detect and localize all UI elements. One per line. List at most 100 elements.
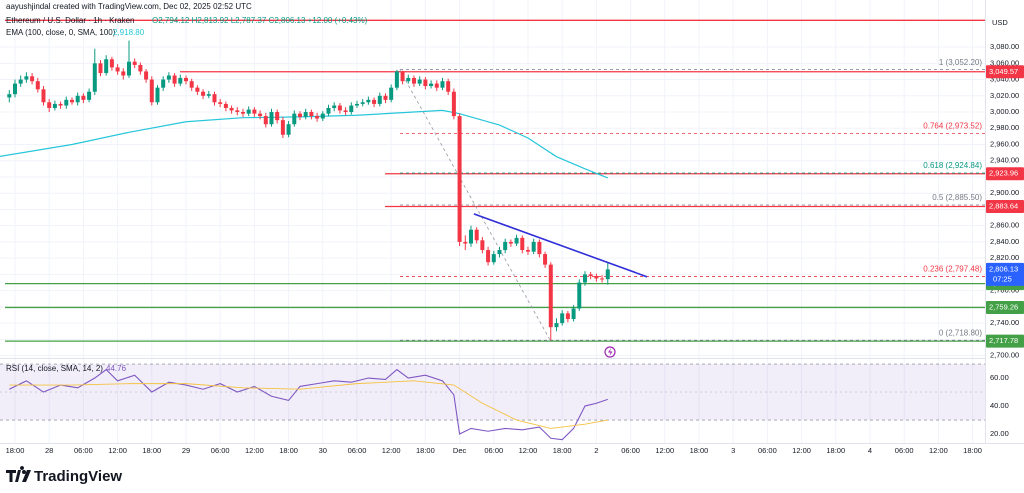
x-tick-label: 06:00 — [74, 446, 93, 455]
logo-mark — [6, 466, 25, 482]
fib-label: 0.764 (2,973.52) — [923, 122, 982, 131]
levels-layer: 1 (3,052.20) 0.764 (2,973.52) 0.618 (2,924… — [5, 19, 985, 342]
candle-body — [503, 241, 508, 251]
candle-body — [434, 83, 439, 88]
candle-body — [263, 116, 268, 125]
candle-body — [326, 107, 331, 114]
fib-label: 0.5 (2,885.50) — [932, 193, 982, 202]
level-price-label: 2,717.78 — [989, 336, 1018, 345]
candle-body — [172, 75, 177, 84]
rsi-tick-label: 20.00 — [990, 429, 1009, 438]
x-tick-label: 06:00 — [211, 446, 230, 455]
x-tick-label: 12:00 — [108, 446, 127, 455]
candle-body — [246, 109, 251, 114]
candle-body — [486, 250, 491, 263]
candle-body — [18, 79, 23, 84]
candle-body — [58, 103, 63, 106]
candle-body — [269, 112, 274, 125]
candle-body — [514, 237, 519, 244]
candle-body — [161, 79, 166, 88]
candle-body — [64, 99, 69, 106]
ema-line — [0, 109, 609, 179]
candle-body — [554, 323, 559, 328]
candle-body — [571, 308, 576, 320]
currency: USD — [992, 18, 1008, 27]
symbol: Ethereum / U.S. Dollar · 1h · Kraken — [6, 16, 135, 25]
rsi-line — [9, 380, 608, 429]
candle-body — [309, 112, 314, 117]
x-tick-label: Dec — [453, 446, 467, 455]
y-tick-label: 3,060.00 — [990, 58, 1019, 67]
candle-body — [183, 77, 188, 82]
candle-body — [463, 241, 468, 244]
rsi-value: 44.76 — [106, 364, 127, 373]
candle-body — [218, 102, 223, 104]
y-tick-label: 2,940.00 — [990, 156, 1019, 165]
x-tick-label: 12:00 — [929, 446, 948, 455]
y-tick-label: 3,080.00 — [990, 42, 1019, 51]
y-tick-label: 2,840.00 — [990, 237, 1019, 246]
candle-body — [121, 71, 126, 76]
candle-body — [560, 313, 565, 324]
candle-body — [543, 254, 548, 265]
candle-body — [548, 264, 553, 328]
candle-body — [155, 87, 160, 103]
x-tick-label: 12:00 — [382, 446, 401, 455]
x-tick-label: 18:00 — [142, 446, 161, 455]
candle-body — [594, 276, 599, 279]
candle-body — [577, 282, 582, 309]
fib-label: 0.618 (2,924.84) — [923, 161, 982, 170]
axis-layer: 18:00 28 06:00 12:00 18:00 29 06:00 12:00 18:00 3… — [6, 42, 1024, 455]
level-price-label: 2,759.26 — [989, 302, 1018, 311]
x-tick-label: 18:00 — [963, 446, 982, 455]
x-tick-label: 12:00 — [519, 446, 538, 455]
candle-body — [600, 278, 605, 280]
candle-body — [292, 113, 297, 125]
candle-body — [87, 91, 92, 100]
candle-body — [297, 113, 302, 117]
x-tick-label: 12:00 — [245, 446, 264, 455]
candle-body — [258, 113, 263, 117]
level-price-label: 2,923.96 — [989, 169, 1018, 178]
candle-body — [189, 81, 194, 88]
candle-body — [497, 250, 502, 255]
candle-body — [377, 95, 382, 104]
y-tick-label: 2,700.00 — [990, 351, 1019, 360]
last-price-label: 2,806.13 — [989, 264, 1018, 273]
candle-body — [451, 91, 456, 117]
plot-layer — [0, 40, 648, 441]
candle-body — [132, 61, 137, 65]
candle-body — [138, 64, 143, 72]
candle-body — [394, 71, 399, 88]
candle-body — [389, 87, 394, 100]
credit: aayushjindal created with TradingView.co… — [6, 2, 252, 11]
candle-body — [126, 61, 131, 76]
level-price-box — [986, 65, 1024, 79]
y-tick-label: 3,000.00 — [990, 107, 1019, 116]
x-tick-label: 3 — [731, 446, 735, 455]
countdown: 07:25 — [993, 274, 1012, 283]
event-bolt — [608, 348, 613, 356]
x-tick-label: 06:00 — [348, 446, 367, 455]
x-tick-label: 29 — [182, 446, 190, 455]
candle-body — [360, 102, 365, 104]
y-tick-label: 2,960.00 — [990, 139, 1019, 148]
level-price-box — [986, 167, 1024, 181]
candle-body — [212, 94, 217, 103]
candle-body — [41, 89, 46, 103]
y-tick-label: 2,740.00 — [990, 318, 1019, 327]
candle-body — [81, 95, 86, 100]
candle-body — [582, 274, 587, 283]
candle-body — [109, 59, 114, 68]
brand-logo — [6, 466, 31, 482]
candle-body — [343, 110, 348, 113]
candle-body — [166, 75, 171, 80]
x-tick-label: 06:00 — [621, 446, 640, 455]
level-price-box — [986, 300, 1024, 314]
fib-label: 1 (3,052.20) — [939, 58, 982, 67]
candle-body — [320, 113, 325, 119]
level-price-label: 2,883.64 — [989, 201, 1018, 210]
candle-body — [69, 99, 74, 103]
candle-body — [474, 229, 479, 241]
